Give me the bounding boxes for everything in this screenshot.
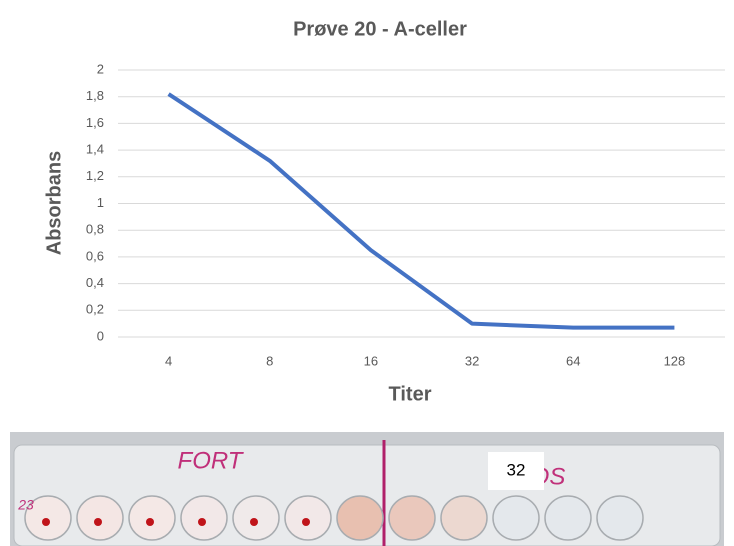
x-tick-label: 16: [364, 353, 378, 368]
y-tick-label: 1: [97, 195, 104, 210]
handwriting: 23: [17, 497, 34, 513]
chart-title: Prøve 20 - A-celler: [293, 18, 467, 40]
sediment: [198, 518, 206, 526]
y-tick-label: 1,6: [86, 115, 104, 130]
plot: 0 0,2 0,4 0,6 0,8 1 1,2 1,4 1,6 1,8 2 4 8 16 32 64 128: [86, 61, 725, 368]
well: [181, 496, 227, 540]
x-axis-title: Titer: [389, 383, 432, 405]
y-tick-label: 1,2: [86, 168, 104, 183]
y-tick-label: 2: [97, 61, 104, 76]
well: [77, 496, 123, 540]
y-tick-label: 0: [97, 328, 104, 343]
well: [233, 496, 279, 540]
well: [545, 496, 591, 540]
x-tick-label: 4: [165, 353, 172, 368]
x-tick-label: 128: [664, 353, 686, 368]
photo: FORT POS 23 32: [10, 432, 724, 546]
figure: Prøve 20 - A-celler Titer Absorbans 0 0,2…: [0, 0, 734, 546]
x-tick-label: 8: [266, 353, 273, 368]
label: 32: [507, 460, 526, 479]
well: [597, 496, 643, 540]
well: [441, 496, 487, 540]
y-tick-label: 0,6: [86, 248, 104, 263]
well: [337, 496, 383, 540]
sediment: [250, 518, 258, 526]
sediment: [146, 518, 154, 526]
x-tick-label: 32: [465, 353, 479, 368]
y-tick-label: 1,4: [86, 142, 104, 157]
well: [285, 496, 331, 540]
sediment: [42, 518, 50, 526]
y-tick-label: 0,8: [86, 222, 104, 237]
y-tick-label: 0,2: [86, 302, 104, 317]
data-line: [169, 94, 675, 328]
well: [493, 496, 539, 540]
y-tick-label: 0,4: [86, 275, 104, 290]
y-tick-label: 1,8: [86, 88, 104, 103]
x-tick-label: 64: [566, 353, 580, 368]
sediment: [302, 518, 310, 526]
y-axis-title: Absorbans: [43, 151, 65, 255]
page: Prøve 20 - A-celler Titer Absorbans 0 0,2…: [0, 0, 734, 546]
well: [389, 496, 435, 540]
well: [129, 496, 175, 540]
handwriting: FORT: [178, 447, 245, 474]
sediment: [94, 518, 102, 526]
